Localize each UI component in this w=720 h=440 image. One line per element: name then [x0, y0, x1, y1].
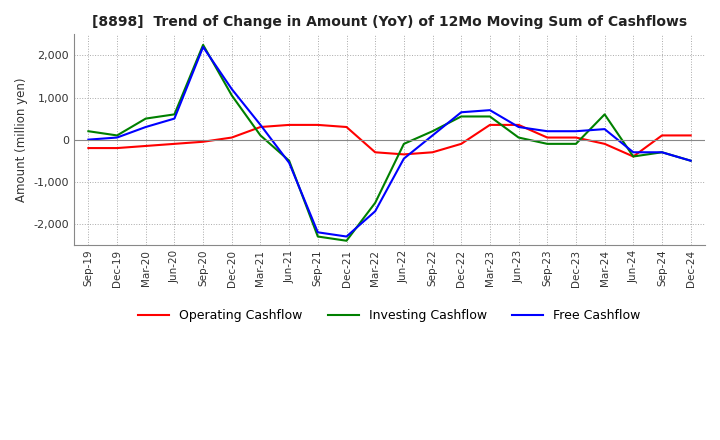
Investing Cashflow [400, 141, 408, 147]
Free Cashflow [113, 135, 122, 140]
Investing Cashflow [199, 42, 207, 48]
Operating Cashflow [141, 143, 150, 149]
Free Cashflow [629, 150, 638, 155]
Free Cashflow [342, 234, 351, 239]
Investing Cashflow [657, 150, 666, 155]
Operating Cashflow [371, 150, 379, 155]
Free Cashflow [428, 133, 437, 138]
Free Cashflow [657, 150, 666, 155]
Line: Investing Cashflow: Investing Cashflow [89, 45, 690, 241]
Investing Cashflow [543, 141, 552, 147]
Operating Cashflow [84, 146, 93, 151]
Free Cashflow [228, 86, 236, 92]
Free Cashflow [514, 125, 523, 130]
Investing Cashflow [84, 128, 93, 134]
Investing Cashflow [514, 135, 523, 140]
Operating Cashflow [400, 152, 408, 157]
Free Cashflow [84, 137, 93, 142]
Free Cashflow [572, 128, 580, 134]
Operating Cashflow [457, 141, 466, 147]
Operating Cashflow [600, 141, 609, 147]
Free Cashflow [686, 158, 695, 163]
Operating Cashflow [572, 135, 580, 140]
Operating Cashflow [313, 122, 322, 128]
Investing Cashflow [600, 112, 609, 117]
Investing Cashflow [686, 158, 695, 163]
Free Cashflow [313, 230, 322, 235]
Investing Cashflow [485, 114, 494, 119]
Operating Cashflow [485, 122, 494, 128]
Free Cashflow [256, 122, 265, 128]
Operating Cashflow [113, 146, 122, 151]
Free Cashflow [170, 116, 179, 121]
Free Cashflow [400, 156, 408, 161]
Operating Cashflow [686, 133, 695, 138]
Operating Cashflow [657, 133, 666, 138]
Operating Cashflow [170, 141, 179, 147]
Free Cashflow [457, 110, 466, 115]
Investing Cashflow [342, 238, 351, 243]
Investing Cashflow [313, 234, 322, 239]
Free Cashflow [543, 128, 552, 134]
Investing Cashflow [170, 112, 179, 117]
Operating Cashflow [256, 125, 265, 130]
Investing Cashflow [113, 133, 122, 138]
Free Cashflow [485, 107, 494, 113]
Free Cashflow [371, 209, 379, 214]
Investing Cashflow [371, 200, 379, 205]
Line: Free Cashflow: Free Cashflow [89, 47, 690, 237]
Investing Cashflow [228, 93, 236, 98]
Operating Cashflow [428, 150, 437, 155]
Free Cashflow [285, 160, 294, 165]
Free Cashflow [199, 44, 207, 50]
Line: Operating Cashflow: Operating Cashflow [89, 125, 690, 157]
Investing Cashflow [457, 114, 466, 119]
Y-axis label: Amount (million yen): Amount (million yen) [15, 77, 28, 202]
Operating Cashflow [228, 135, 236, 140]
Legend: Operating Cashflow, Investing Cashflow, Free Cashflow: Operating Cashflow, Investing Cashflow, … [133, 304, 646, 327]
Operating Cashflow [342, 125, 351, 130]
Investing Cashflow [428, 128, 437, 134]
Investing Cashflow [256, 133, 265, 138]
Investing Cashflow [572, 141, 580, 147]
Investing Cashflow [141, 116, 150, 121]
Operating Cashflow [285, 122, 294, 128]
Investing Cashflow [285, 158, 294, 163]
Operating Cashflow [629, 154, 638, 159]
Operating Cashflow [543, 135, 552, 140]
Operating Cashflow [199, 139, 207, 144]
Investing Cashflow [629, 154, 638, 159]
Operating Cashflow [514, 122, 523, 128]
Free Cashflow [600, 126, 609, 132]
Free Cashflow [141, 125, 150, 130]
Title: [8898]  Trend of Change in Amount (YoY) of 12Mo Moving Sum of Cashflows: [8898] Trend of Change in Amount (YoY) o… [92, 15, 687, 29]
